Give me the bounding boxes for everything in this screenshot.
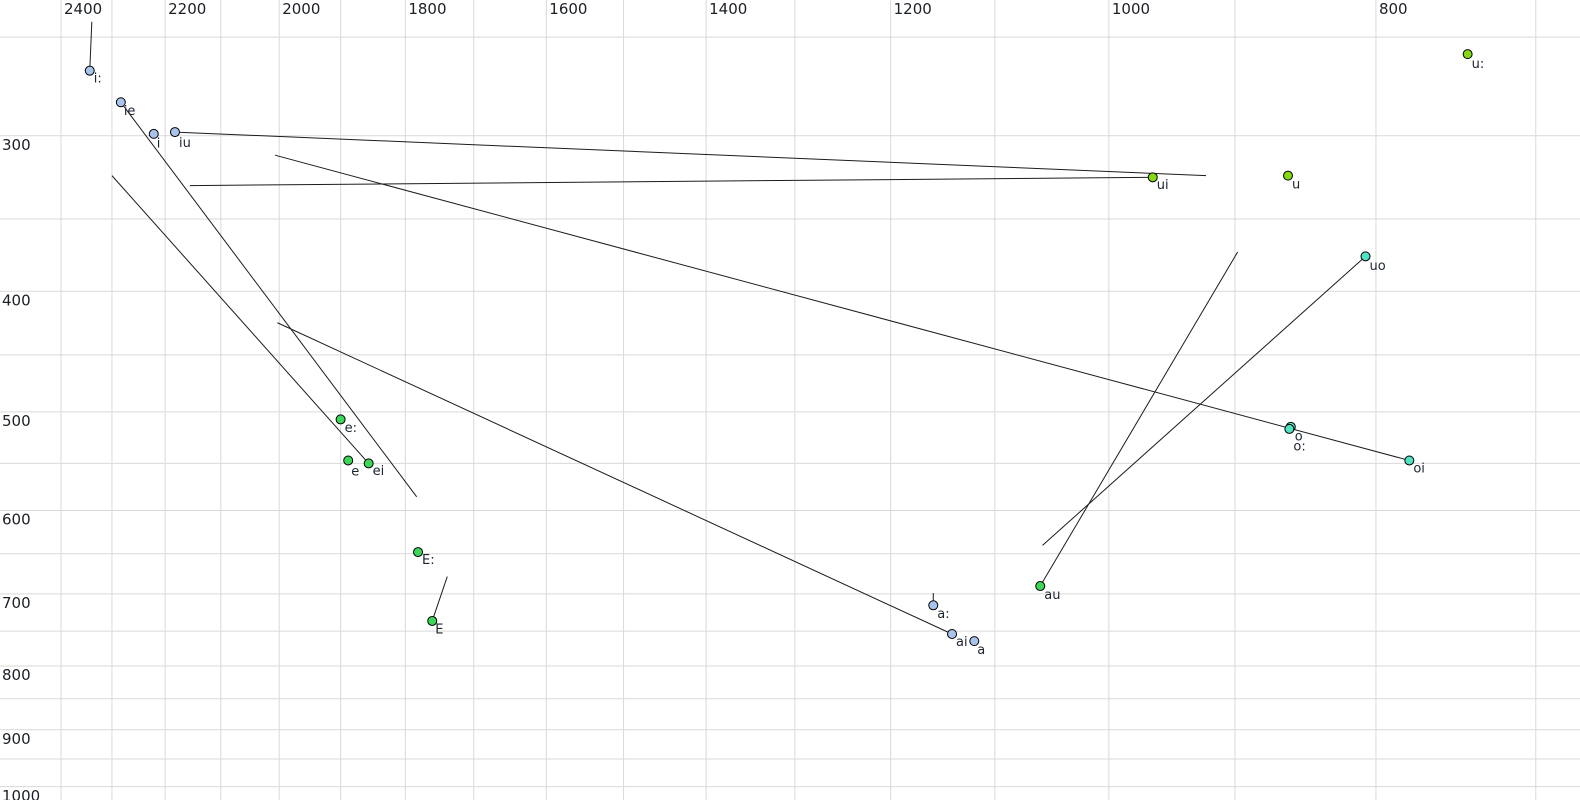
tick-labels-layer: 2400 2200 2000 1800 1600 1400 1200 1000 800 300 40… xyxy=(2,0,1408,800)
data-point-e:[interactable] xyxy=(335,414,346,425)
data-point-label-u:: u: xyxy=(1472,57,1485,72)
data-point-o:[interactable] xyxy=(1284,423,1295,434)
y-tick-label-600: 600 xyxy=(2,511,31,529)
trajectory-ie xyxy=(120,101,418,498)
y-tick-label-1000: 1000 xyxy=(2,787,40,800)
data-point-label-au: au xyxy=(1044,588,1060,603)
trajectory-iu xyxy=(174,131,1207,177)
x-tick-label-1400: 1400 xyxy=(709,0,747,18)
y-tick-label-300: 300 xyxy=(2,136,31,154)
x-tick-label-800: 800 xyxy=(1379,0,1408,18)
x-tick-label-1600: 1600 xyxy=(549,0,587,18)
data-point-label-o:: o: xyxy=(1293,440,1305,455)
y-tick-label-800: 800 xyxy=(2,666,31,684)
data-point-label-u: u xyxy=(1292,177,1300,192)
data-point-label-i: i xyxy=(157,137,161,152)
data-point-label-uo: uo xyxy=(1370,259,1386,274)
trajectory-ei xyxy=(111,175,370,464)
data-point-i[interactable] xyxy=(148,128,159,139)
data-point-u[interactable] xyxy=(1282,170,1293,181)
data-point-label-ei: ei xyxy=(373,464,385,479)
x-tick-label-2400: 2400 xyxy=(64,0,102,18)
data-point-label-i:: i: xyxy=(94,71,102,86)
trajectory-uo xyxy=(1042,255,1366,546)
data-point-label-ai: ai xyxy=(956,635,968,650)
data-point-u:[interactable] xyxy=(1462,49,1473,60)
data-point-e[interactable] xyxy=(343,455,354,466)
data-point-label-a: a xyxy=(977,643,985,658)
x-tick-label-1200: 1200 xyxy=(894,0,932,18)
data-point-au[interactable] xyxy=(1035,581,1046,592)
data-point-oi[interactable] xyxy=(1404,455,1415,466)
data-point-label-ie: ie xyxy=(124,104,136,119)
data-point-ei[interactable] xyxy=(363,458,374,469)
data-point-i:[interactable] xyxy=(84,65,95,76)
trajectory-layer xyxy=(89,21,1410,635)
data-point-label-E:: E: xyxy=(422,553,435,568)
y-tick-label-700: 700 xyxy=(2,594,31,612)
data-point-label-ui: ui xyxy=(1157,178,1169,193)
data-point-ui[interactable] xyxy=(1147,172,1158,183)
data-point-E[interactable] xyxy=(427,615,438,626)
data-point-E:[interactable] xyxy=(413,547,424,558)
data-point-uo[interactable] xyxy=(1360,251,1371,262)
data-point-label-a:: a: xyxy=(937,607,949,622)
x-tick-label-2200: 2200 xyxy=(168,0,206,18)
data-point-a:[interactable] xyxy=(928,600,939,611)
trajectory-ai xyxy=(277,322,953,635)
data-point-iu[interactable] xyxy=(169,127,180,138)
trajectory-E-tail xyxy=(431,576,448,622)
data-point-label-e:: e: xyxy=(345,421,357,436)
data-point-ai[interactable] xyxy=(947,629,958,640)
trajectory-ui xyxy=(189,176,1153,187)
points-layer xyxy=(84,49,1473,647)
data-point-label-e: e xyxy=(351,464,359,479)
data-point-label-oi: oi xyxy=(1413,461,1425,476)
data-point-label-E: E xyxy=(435,623,443,638)
trajectory-au xyxy=(1039,251,1239,587)
data-point-label-o: o xyxy=(1295,430,1303,445)
y-tick-label-500: 500 xyxy=(2,412,31,430)
x-tick-label-1000: 1000 xyxy=(1112,0,1150,18)
data-point-ie[interactable] xyxy=(115,97,126,108)
labels-layer: i: ie i iu u: u ui uo e: e ei oo: oi E: Ea: aia au xyxy=(94,57,1484,658)
trajectory-oi xyxy=(274,154,1410,461)
data-point-a[interactable] xyxy=(969,636,980,647)
data-point-label-iu: iu xyxy=(179,136,191,151)
y-tick-label-400: 400 xyxy=(2,291,31,309)
x-tick-label-1800: 1800 xyxy=(408,0,446,18)
trajectory-i:-tail xyxy=(89,21,93,71)
y-tick-label-900: 900 xyxy=(2,730,31,748)
x-tick-label-2000: 2000 xyxy=(282,0,320,18)
